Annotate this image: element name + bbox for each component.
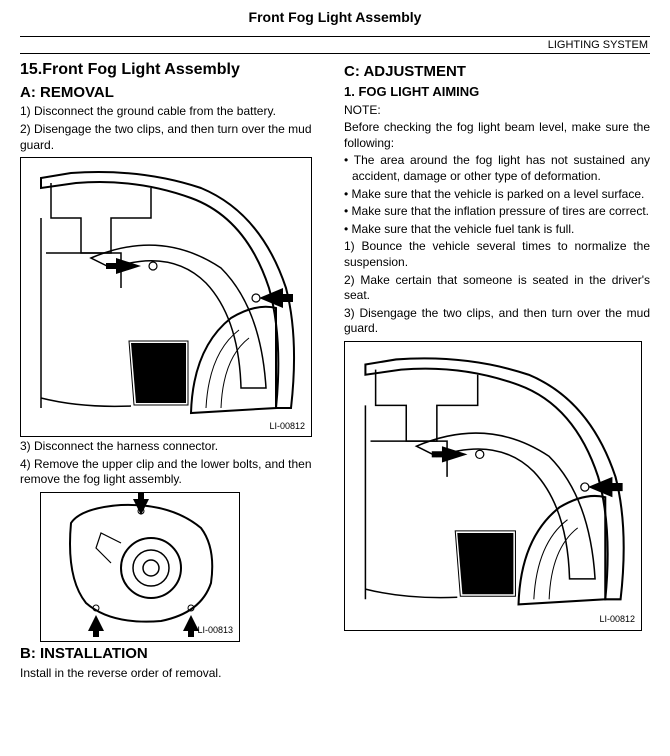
figure-label: LI-00813 — [197, 625, 233, 637]
adjust-step-3: 3) Disengage the two clips, and then tur… — [344, 306, 650, 337]
header-bar: LIGHTING SYSTEM — [20, 36, 650, 54]
removal-heading: A: REMOVAL — [20, 83, 326, 103]
page-title: Front Fog Light Assembly — [20, 8, 650, 26]
mudguard-diagram-right — [345, 342, 641, 630]
bullet-1: • The area around the fog light has not … — [344, 153, 650, 184]
bullet-3: • Make sure that the inflation pressure … — [344, 204, 650, 220]
figure-label: LI-00812 — [269, 421, 305, 433]
removal-step-4: 4) Remove the upper clip and the lower b… — [20, 457, 326, 488]
two-column-layout: 15.Front Fog Light Assembly A: REMOVAL 1… — [20, 60, 650, 683]
figure-mudguard: LI-00812 — [20, 157, 312, 437]
adjust-step-1: 1) Bounce the vehicle several times to n… — [344, 239, 650, 270]
removal-step-1: 1) Disconnect the ground cable from the … — [20, 104, 326, 120]
note-label: NOTE: — [344, 103, 650, 119]
note-intro: Before checking the fog light beam level… — [344, 120, 650, 151]
arrow-icon — [259, 288, 293, 308]
foglight-diagram — [41, 493, 239, 641]
removal-step-3: 3) Disconnect the harness connector. — [20, 439, 326, 455]
section-title: 15.Front Fog Light Assembly — [20, 60, 326, 81]
installation-text: Install in the reverse order of removal. — [20, 666, 326, 682]
figure-label: LI-00812 — [599, 614, 635, 626]
header-right-text: LIGHTING SYSTEM — [548, 38, 648, 52]
arrow-icon — [432, 446, 468, 462]
bullet-2: • Make sure that the vehicle is parked o… — [344, 187, 650, 203]
adjust-step-2: 2) Make certain that someone is seated i… — [344, 273, 650, 304]
installation-heading: B: INSTALLATION — [20, 644, 326, 664]
arrow-icon — [88, 615, 104, 637]
bullet-4: • Make sure that the vehicle fuel tank i… — [344, 222, 650, 238]
left-column: 15.Front Fog Light Assembly A: REMOVAL 1… — [20, 60, 326, 683]
arrow-icon — [588, 477, 623, 497]
adjustment-heading: C: ADJUSTMENT — [344, 62, 650, 82]
figure-mudguard-right: LI-00812 — [344, 341, 642, 631]
right-column: C: ADJUSTMENT 1. FOG LIGHT AIMING NOTE: … — [344, 60, 650, 683]
figure-foglight: LI-00813 — [40, 492, 240, 642]
mudguard-diagram — [21, 158, 311, 436]
aiming-heading: 1. FOG LIGHT AIMING — [344, 84, 650, 101]
arrow-icon — [106, 258, 141, 274]
removal-step-2: 2) Disengage the two clips, and then tur… — [20, 122, 326, 153]
